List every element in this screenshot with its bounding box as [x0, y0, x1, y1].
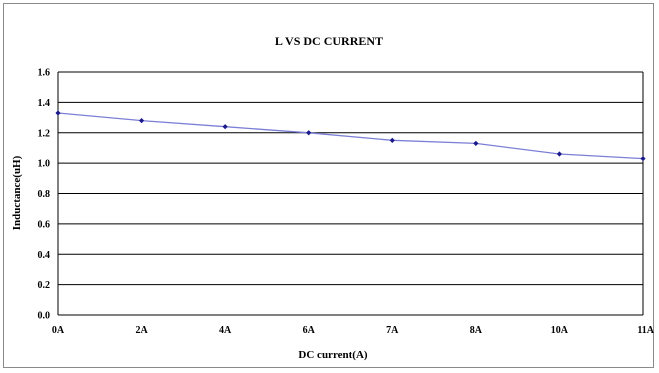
data-point-7A	[389, 137, 395, 143]
series-line	[57, 112, 644, 160]
y-axis-label: Inductance(uH)	[11, 155, 23, 230]
chart-frame	[3, 3, 654, 368]
data-point-2A	[138, 118, 145, 124]
data-point-6A	[306, 130, 312, 136]
data-point-11A	[640, 155, 646, 162]
data-point-4A	[222, 124, 228, 130]
y-tick-label: 1.0	[38, 159, 51, 170]
y-tick-label: 0.0	[38, 311, 51, 322]
y-tick-label: 1.2	[38, 128, 51, 139]
chart-title: L VS DC CURRENT	[275, 34, 383, 48]
x-tick-label: 2A	[135, 325, 148, 336]
x-tick-label: 0A	[52, 325, 65, 336]
data-points	[55, 110, 646, 162]
x-tick-label: 8A	[470, 325, 483, 336]
x-tick-labels: 0A 2A 4A 6A 7A 8A 10A 11A	[52, 325, 655, 336]
x-axis-label: DC current(A)	[298, 349, 367, 361]
y-tick-label: 1.6	[38, 68, 51, 79]
x-tick-label: 7A	[386, 325, 399, 336]
data-point-0A	[55, 110, 61, 116]
y-tick-label: 1.4	[38, 98, 51, 109]
y-tick-label: 0.6	[38, 219, 51, 230]
gridlines	[57, 71, 644, 316]
y-tick-label: 0.8	[38, 189, 51, 200]
data-point-8A	[473, 140, 479, 146]
x-tick-label: 10A	[551, 325, 569, 336]
y-tick-label: 0.4	[38, 250, 51, 261]
series-polyline	[57, 112, 644, 160]
y-tick-labels: 0.0 0.2 0.4 0.6 0.8 1.0 1.2 1.4 1.6	[38, 68, 51, 322]
x-tick-label: 6A	[303, 325, 316, 336]
data-point-10A	[556, 151, 563, 157]
y-tick-label: 0.2	[38, 280, 51, 291]
x-tick-label: 4A	[219, 325, 232, 336]
x-tick-label: 11A	[637, 325, 654, 336]
